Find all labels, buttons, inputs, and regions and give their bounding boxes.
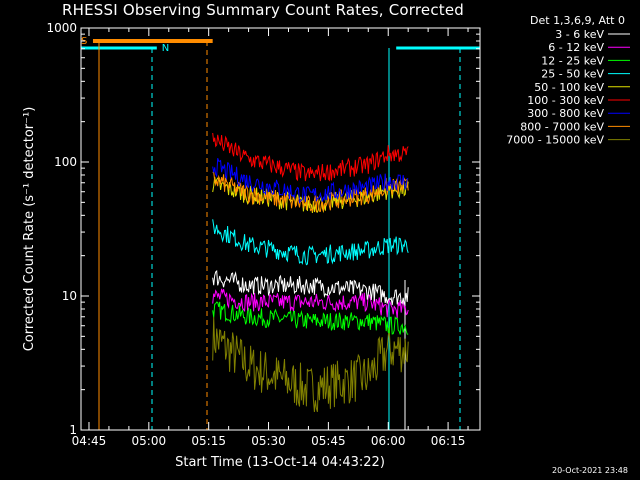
legend-label: 6 - 12 keV <box>548 41 604 54</box>
legend-label: 7000 - 15000 keV <box>506 134 604 147</box>
y-tick-label: 100 <box>54 155 77 169</box>
legend-label: 25 - 50 keV <box>541 68 604 81</box>
x-tick-label: 06:15 <box>431 434 466 448</box>
legend-header: Det 1,3,6,9, Att 0 <box>530 14 625 27</box>
series-line <box>212 171 409 213</box>
y-tick-label: 1000 <box>46 21 77 35</box>
series-line <box>212 316 409 413</box>
x-tick-label: 05:15 <box>191 434 226 448</box>
series-line <box>212 132 409 182</box>
x-tick-label: 05:30 <box>251 434 286 448</box>
plot-frame <box>80 27 481 431</box>
legend-label: 12 - 25 keV <box>541 54 604 67</box>
x-axis: 04:45 05:00 05:15 05:30 05:45 06:00 06:15 <box>72 28 469 448</box>
series-line <box>212 219 409 266</box>
legend-label: 100 - 300 keV <box>527 94 604 107</box>
y-axis: 1 10 100 1000 <box>46 21 480 437</box>
legend-label: 3 - 6 keV <box>555 28 604 41</box>
chart-title: RHESSI Observing Summary Count Rates, Co… <box>62 1 465 19</box>
y-tick-label: 1 <box>69 423 77 437</box>
x-tick-label: 06:00 <box>371 434 406 448</box>
observing-bands: SN <box>81 36 480 430</box>
y-axis-label: Corrected Count Rate (s⁻¹ detector⁻¹) <box>22 107 37 352</box>
series-line <box>212 288 409 318</box>
legend-label: 50 - 100 keV <box>534 81 604 94</box>
x-tick-label: 05:45 <box>311 434 346 448</box>
x-tick-label: 05:00 <box>132 434 167 448</box>
saa-label: S <box>81 36 87 47</box>
series-line <box>212 158 409 204</box>
x-tick-label: 04:45 <box>72 434 107 448</box>
legend-label: 800 - 7000 keV <box>520 120 604 133</box>
x-axis-label: Start Time (13-Oct-14 04:43:22) <box>175 455 385 470</box>
night-label: N <box>162 43 169 54</box>
render-timestamp: 20-Oct-2021 23:48 <box>552 466 628 475</box>
legend-label: 300 - 800 keV <box>527 107 604 120</box>
series-lines <box>212 132 409 413</box>
series-line <box>212 301 409 335</box>
series-line <box>212 269 409 306</box>
y-tick-label: 10 <box>62 289 77 303</box>
